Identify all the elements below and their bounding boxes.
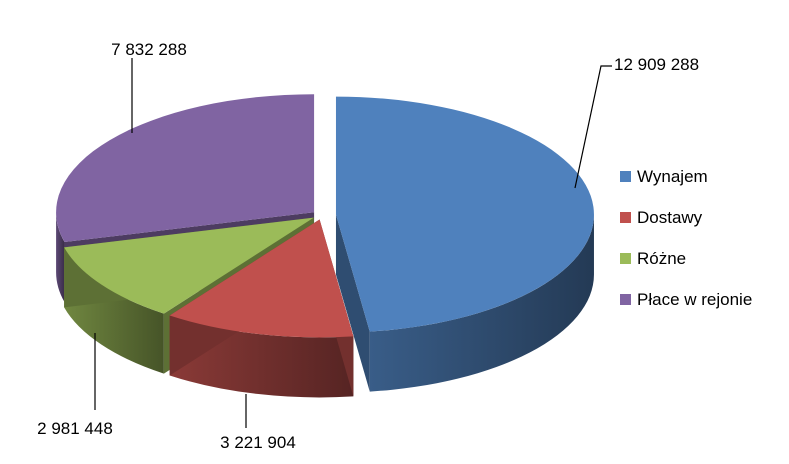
legend-swatch bbox=[620, 212, 631, 223]
data-label: 7 832 288 bbox=[111, 40, 187, 59]
slice-dostawy bbox=[169, 219, 354, 338]
leader-lines bbox=[94, 58, 612, 428]
legend-swatch bbox=[620, 253, 631, 264]
pie-slices bbox=[56, 94, 594, 398]
slice-różne bbox=[64, 217, 314, 314]
legend-swatch bbox=[620, 171, 631, 182]
slice-wynajem bbox=[335, 96, 594, 332]
legend-swatch bbox=[620, 294, 631, 305]
leader-line bbox=[574, 65, 612, 189]
slice-wall-0 bbox=[335, 214, 370, 392]
slice-side-0 bbox=[369, 214, 594, 392]
data-label: 2 981 448 bbox=[37, 419, 113, 438]
legend: Wynajem Dostawy Różne Płace w rejonie bbox=[620, 167, 752, 309]
data-label: 12 909 288 bbox=[614, 55, 699, 74]
legend-label: Różne bbox=[637, 249, 686, 268]
legend-label: Wynajem bbox=[637, 167, 708, 186]
data-label: 3 221 904 bbox=[220, 433, 296, 452]
legend-label: Płace w rejonie bbox=[637, 290, 752, 309]
slice-side-3 bbox=[56, 212, 65, 303]
slice-płace-w-rejonie bbox=[56, 94, 315, 243]
legend-label: Dostawy bbox=[637, 208, 703, 227]
data-labels: 12 909 288 3 221 904 2 981 448 7 832 288 bbox=[37, 40, 699, 452]
